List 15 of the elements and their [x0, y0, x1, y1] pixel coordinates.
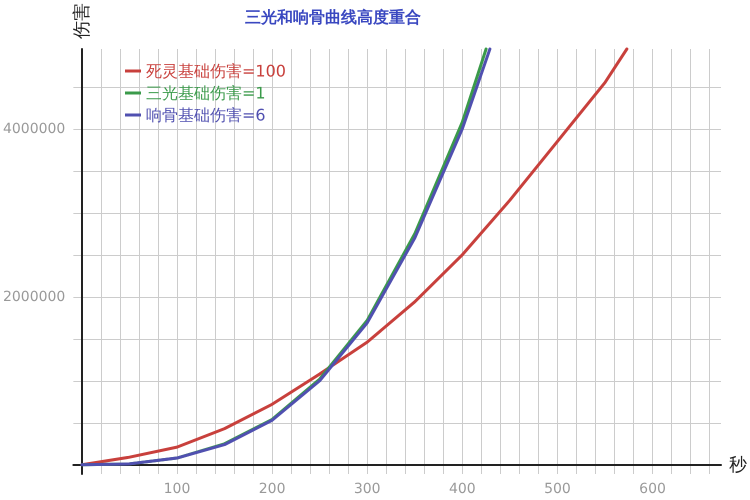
- x-tick-label: 300: [354, 481, 381, 497]
- x-tick-label: 400: [448, 481, 476, 497]
- x-tick-label: 100: [164, 481, 190, 497]
- legend-label: 三光基础伤害=1: [146, 84, 266, 102]
- legend-label: 响骨基础伤害=6: [146, 106, 266, 124]
- x-axis-title: 秒: [729, 454, 747, 476]
- x-tick-label: 500: [544, 481, 571, 497]
- y-tick-label: 4000000: [2, 120, 66, 137]
- chart-title: 三光和响骨曲线高度重合: [245, 8, 421, 26]
- legend-label: 死灵基础伤害=100: [146, 62, 286, 80]
- y-tick-label: 2000000: [2, 288, 66, 305]
- x-tick-label: 600: [639, 481, 666, 497]
- y-axis-title: 伤害: [71, 3, 92, 39]
- x-tick-label: 200: [258, 481, 286, 497]
- line-series: [80, 48, 628, 466]
